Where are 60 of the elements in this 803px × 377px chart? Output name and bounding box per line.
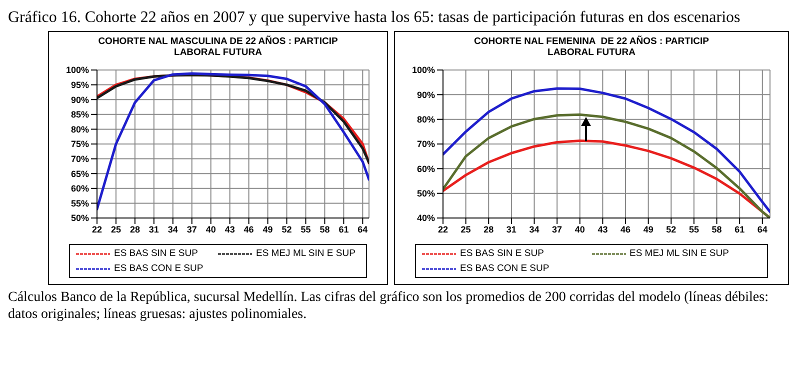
x-tick-label: 55	[300, 224, 311, 234]
x-tick-label: 22	[92, 224, 102, 234]
x-tick-label: 49	[262, 224, 273, 234]
y-tick-label: 40%	[416, 213, 435, 224]
chart-subtitle: COHORTE NAL MASCULINA DE 22 AÑOS : PARTICIP LABORAL FUTURA	[98, 36, 338, 58]
x-tick-label: 43	[224, 224, 235, 234]
x-tick-label: 31	[148, 224, 159, 234]
x-tick-label: 58	[320, 224, 330, 234]
y-tick-label: 70%	[70, 154, 89, 164]
y-tick-label: 90%	[416, 90, 435, 100]
y-tick-label: 100%	[412, 65, 435, 76]
x-tick-label: 64	[358, 224, 368, 234]
x-tick-label: 40	[206, 224, 216, 234]
x-tick-label: 55	[688, 224, 699, 234]
legend-label: ES BAS CON E SUP	[114, 263, 204, 274]
x-tick-label: 22	[438, 224, 448, 234]
x-tick-label: 58	[712, 224, 722, 234]
x-tick-label: 34	[529, 224, 540, 234]
chart-subtitle: COHORTE NAL FEMENINA DE 22 AÑOS : PARTICIP LABORAL FUTURA	[473, 36, 710, 58]
y-tick-label: 80%	[70, 124, 89, 134]
x-tick-label: 25	[110, 224, 121, 234]
legend-label: ES BAS SIN E SUP	[114, 248, 198, 259]
legend-label: ES MEJ ML SIN E SUP	[630, 248, 729, 259]
x-tick-label: 46	[244, 224, 254, 234]
chart-title: Gráfico 16. Cohorte 22 años en 2007 y que supervive hasta los 65: tasas de participación futuras en dos escenarios	[8, 8, 742, 27]
x-tick-label: 49	[643, 224, 654, 234]
x-tick-label: 61	[338, 224, 349, 234]
line-series	[443, 87, 770, 214]
y-tick-label: 70%	[416, 139, 435, 150]
y-tick-label: 55%	[70, 198, 89, 208]
y-tick-label: 85%	[70, 110, 89, 120]
x-tick-label: 52	[666, 224, 676, 234]
x-tick-label: 46	[620, 224, 631, 234]
y-tick-label: 75%	[70, 139, 89, 150]
x-tick-label: 34	[168, 224, 178, 234]
x-tick-label: 31	[506, 224, 516, 234]
legend-label: ES BAS CON E SUP	[460, 263, 550, 274]
x-tick-label: 40	[574, 224, 585, 234]
x-tick-label: 28	[130, 224, 140, 234]
legend-label: ES MEJ ML SIN E SUP	[256, 248, 356, 259]
y-tick-label: 90%	[70, 94, 89, 105]
x-tick-label: 43	[598, 224, 608, 234]
x-tick-label: 37	[186, 224, 197, 234]
y-tick-label: 65%	[70, 168, 89, 179]
x-tick-label: 25	[460, 224, 471, 234]
x-tick-label: 37	[552, 224, 562, 234]
x-tick-label: 52	[282, 224, 292, 234]
y-tick-label: 50%	[416, 188, 435, 199]
legend-label: ES BAS SIN E SUP	[460, 248, 544, 259]
y-tick-label: 80%	[416, 114, 435, 125]
line-series	[97, 72, 369, 210]
y-tick-label: 60%	[416, 164, 435, 174]
x-tick-label: 61	[734, 224, 745, 234]
y-tick-label: 60%	[70, 184, 89, 194]
x-tick-label: 64	[757, 224, 768, 234]
y-tick-label: 95%	[70, 80, 89, 90]
x-tick-label: 28	[484, 224, 494, 234]
y-tick-label: 50%	[70, 213, 89, 224]
text: Cálculos Banco de la República, sucursal Medellín. Las cifras del gráfico son los promedios de 200 corridas del modelo (líneas débiles: datos originales; líneas gruesas: ajustes polinomiales.	[8, 289, 770, 323]
y-tick-label: 100%	[66, 65, 89, 76]
